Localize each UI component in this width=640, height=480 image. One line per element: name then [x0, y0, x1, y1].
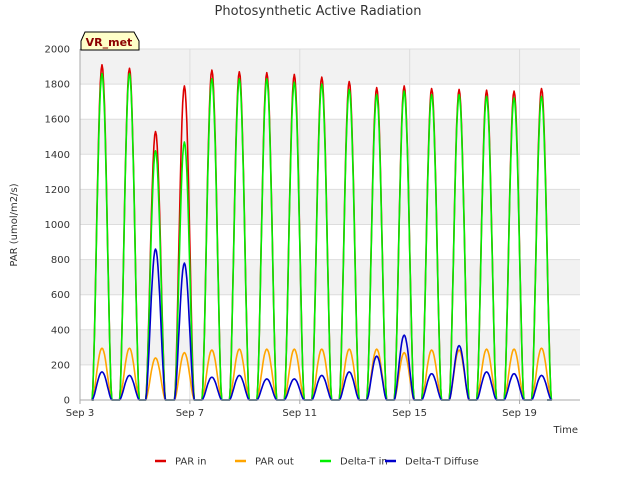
y-tick-label: 1600	[45, 115, 70, 126]
x-tick-label: Sep 15	[392, 408, 427, 419]
band	[80, 49, 580, 85]
band	[80, 119, 580, 155]
series-layer	[91, 64, 553, 401]
y-tick-label: 2000	[45, 45, 70, 56]
y-tick-label: 1400	[45, 150, 70, 161]
x-tick-label: Sep 3	[66, 408, 94, 419]
legend-label: PAR out	[255, 457, 294, 468]
y-tick-label: 200	[51, 360, 70, 371]
y-tick-label: 800	[51, 255, 70, 266]
axes: 0 200 400 600 800 1000 1200 1400 1600 1800 2000 Sep…	[45, 45, 580, 419]
series-line-delta-t-in	[91, 72, 553, 401]
legend-label: PAR in	[175, 457, 206, 468]
chart-title: Photosynthetic Active Radiation	[215, 4, 422, 19]
band	[80, 259, 580, 295]
x-tick-label: Sep 19	[502, 408, 537, 419]
y-tick-label: 1800	[45, 80, 70, 91]
y-tick-label: 1000	[45, 220, 70, 231]
legend: PAR in PAR out Delta-T in Delta-T Diffuse	[155, 457, 479, 468]
y-tick-label: 400	[51, 325, 70, 336]
station-badge: VR_met	[80, 31, 140, 51]
series-line-delta-t-diffuse	[91, 248, 553, 401]
y-tick-label: 600	[51, 290, 70, 301]
y-tick-label: 0	[64, 396, 70, 407]
legend-label: Delta-T in	[340, 457, 388, 468]
station-badge-label: VR_met	[86, 36, 133, 49]
y-axis-title: PAR (umol/m2/s)	[9, 183, 20, 266]
series-line-par-out	[91, 347, 553, 401]
y-tick-label: 1200	[45, 185, 70, 196]
band	[80, 189, 580, 225]
station-badge-box	[80, 31, 140, 51]
x-axis-title: Time	[553, 425, 578, 436]
x-tick-label: Sep 11	[282, 408, 317, 419]
x-tick-label: Sep 7	[176, 408, 204, 419]
legend-label: Delta-T Diffuse	[405, 457, 479, 468]
